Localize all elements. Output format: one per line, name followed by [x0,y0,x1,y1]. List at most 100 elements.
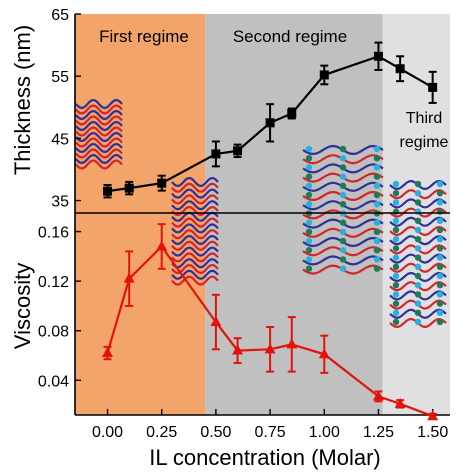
x-tick-label: 0.00 [92,424,123,441]
viscosity-point [372,390,384,401]
first-regime-stack-b-chain [171,234,219,246]
third-regime-stack-ion [436,199,444,206]
third-regime-stack-ion [436,318,444,326]
third-regime-stack-ion [436,245,444,252]
first-regime-stack-b-chain [171,205,219,217]
second-regime-stack-ion [373,145,381,153]
thickness-series [103,41,438,199]
second-regime-stack-ion [305,247,313,254]
third-regime-stack-ion [436,254,444,261]
third-regime-stack-ion [414,291,422,298]
regime-band-1 [75,14,206,415]
second-regime-stack-ion [339,145,347,153]
second-regime-stack-ion [373,219,381,226]
thickness-point [157,178,167,188]
thickness-point [265,118,275,128]
third-regime-stack-ion [414,199,422,206]
third-regime-stack-ion [436,226,444,234]
third-regime-stack-ion [414,309,422,316]
second-regime-stack-ion [373,191,381,199]
viscosity-point [264,343,276,354]
third-regime-stack-ion [414,318,422,326]
first-regime-stack-a-chain [75,131,123,143]
third-regime-stack-ion [436,309,444,316]
third-regime-stack-ion [436,291,444,298]
third-regime-stack-ion [436,190,444,197]
viscosity-point [318,348,330,359]
second-regime-stack-ion [339,191,347,199]
second-regime-stack-ion [339,173,347,180]
third-regime-stack-ion [392,180,400,188]
third-regime-stack-ion [392,282,400,289]
thickness-point [373,51,383,61]
thickness-point [287,109,297,118]
third-regime-stack-ion [392,208,400,215]
thickness-tick-label: 65 [51,7,69,24]
viscosity-tick-label: 0.08 [38,324,69,341]
third-regime-stack-ion [436,236,444,243]
viscosity-point [156,240,168,251]
second-regime-stack-ion [373,247,381,254]
second-regime-stack-ion [305,155,313,162]
thickness-point [428,82,438,92]
third-regime-stack-ion [414,180,422,188]
x-tick-label: 1.25 [363,424,394,441]
first-regime-stack-b-chain [171,217,219,228]
first-regime-stack-b-chain [171,194,219,205]
first-regime-stack-a-chain [75,142,123,154]
third-regime-stack-ion [392,254,400,261]
second-regime-stack-ion [339,237,347,245]
x-tick-label: 1.00 [309,424,340,441]
second-regime-stack-ion [339,164,347,171]
third-regime-stack-ion [414,190,422,197]
third-regime-stack-ion [436,180,444,188]
second-regime-stack-ion [305,164,313,171]
third-regime-stack-ion [414,300,422,307]
viscosity-tick-label: 0.04 [38,373,69,390]
second-regime-stack-ion [339,219,347,226]
viscosity-series [102,223,439,421]
second-regime-stack-ion [373,173,381,180]
third-regime-stack-ion [436,208,444,215]
chain-illustrations [75,98,447,329]
first-regime-stack-b-chain [171,229,219,240]
viscosity-point [102,347,114,358]
first-regime-stack-b-chain [171,200,219,211]
first-regime-stack-a-chain [75,126,123,137]
thickness-point [395,64,405,74]
third-regime-stack-ion [392,291,400,298]
second-regime-stack-ion [373,201,381,208]
first-regime-stack-a-chain [75,109,123,121]
third-regime-stack-ion [392,263,400,270]
thickness-tick-label: 55 [51,69,69,86]
third-regime-stack-ion [392,318,400,326]
third-regime-stack-ion [414,254,422,261]
first-regime-stack-a-chain [75,153,123,165]
first-regime-stack-b-chain [171,182,219,193]
thickness-tick-label: 45 [51,131,69,148]
viscosity-point [427,410,439,421]
second-regime-stack-ion [339,155,347,162]
second-regime-stack-ion [305,256,313,263]
first-regime-stack-b-chain [171,269,219,280]
second-regime-stack-ion [339,182,347,189]
third-regime-stack-ion [392,236,400,243]
x-tick-label: 1.50 [417,424,448,441]
third-regime-stack-ion [392,199,400,206]
second-regime-stack-ion [373,237,381,245]
first-regime-stack-b-chain [171,252,219,263]
third-regime-stack-ion [414,208,422,215]
third-regime-stack-ion [414,282,422,289]
third-regime-stack-ion [392,300,400,307]
first-regime-stack-b-chain [171,240,219,251]
regime-label-third-line1: Third [406,110,442,127]
third-regime-stack-ion [436,217,444,224]
viscosity-point [286,338,298,349]
first-regime-stack-b-chain [171,188,219,199]
second-regime-stack-ion [339,201,347,208]
second-regime-stack-ion [305,191,313,199]
first-regime-stack-a-chain [75,104,123,115]
viscosity-point [210,316,222,327]
thickness-axis-label: Thickness (nm) [10,25,35,175]
